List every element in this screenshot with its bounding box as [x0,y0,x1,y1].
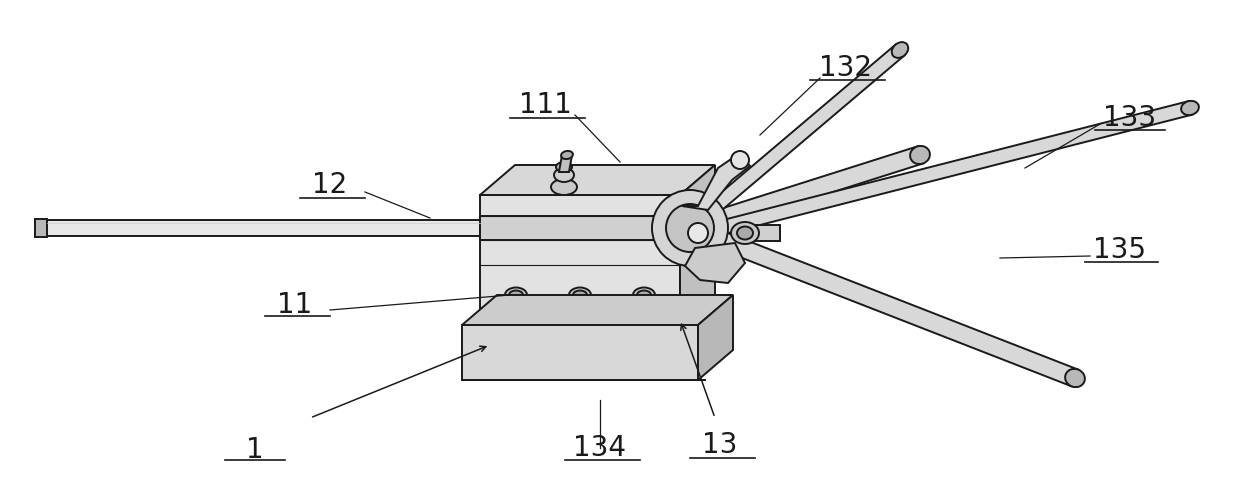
Text: 12: 12 [312,171,347,199]
Ellipse shape [551,179,577,195]
Polygon shape [698,295,733,380]
Text: 1: 1 [247,436,264,464]
Polygon shape [480,216,680,240]
Ellipse shape [573,290,587,299]
Text: 111: 111 [518,91,572,119]
Polygon shape [47,220,560,236]
Text: 11: 11 [278,291,312,319]
Polygon shape [480,165,715,195]
Ellipse shape [569,287,591,302]
Ellipse shape [1065,369,1085,387]
Polygon shape [680,165,715,325]
Text: 13: 13 [702,431,738,459]
Ellipse shape [1182,101,1199,115]
Ellipse shape [556,162,572,172]
Ellipse shape [508,290,523,299]
Circle shape [666,204,714,252]
Circle shape [688,223,708,243]
Ellipse shape [737,227,753,240]
Polygon shape [559,155,572,172]
Text: 134: 134 [573,434,626,462]
Text: 133: 133 [1104,104,1157,132]
Ellipse shape [892,42,908,58]
Ellipse shape [910,146,930,164]
Text: 135: 135 [1094,236,1147,264]
Ellipse shape [554,168,574,182]
Ellipse shape [560,151,573,159]
Polygon shape [686,44,904,234]
Ellipse shape [632,287,655,302]
Ellipse shape [637,290,651,299]
Ellipse shape [505,287,527,302]
Polygon shape [687,220,1079,386]
Polygon shape [682,153,750,210]
Circle shape [732,151,749,169]
Polygon shape [687,146,923,237]
Bar [35,219,47,237]
Polygon shape [684,243,745,283]
Circle shape [652,190,728,266]
Polygon shape [463,325,698,380]
Polygon shape [718,101,1192,235]
Bar [745,225,780,241]
Polygon shape [463,295,733,325]
Polygon shape [480,195,680,325]
Text: 132: 132 [818,54,872,82]
Ellipse shape [732,222,759,244]
